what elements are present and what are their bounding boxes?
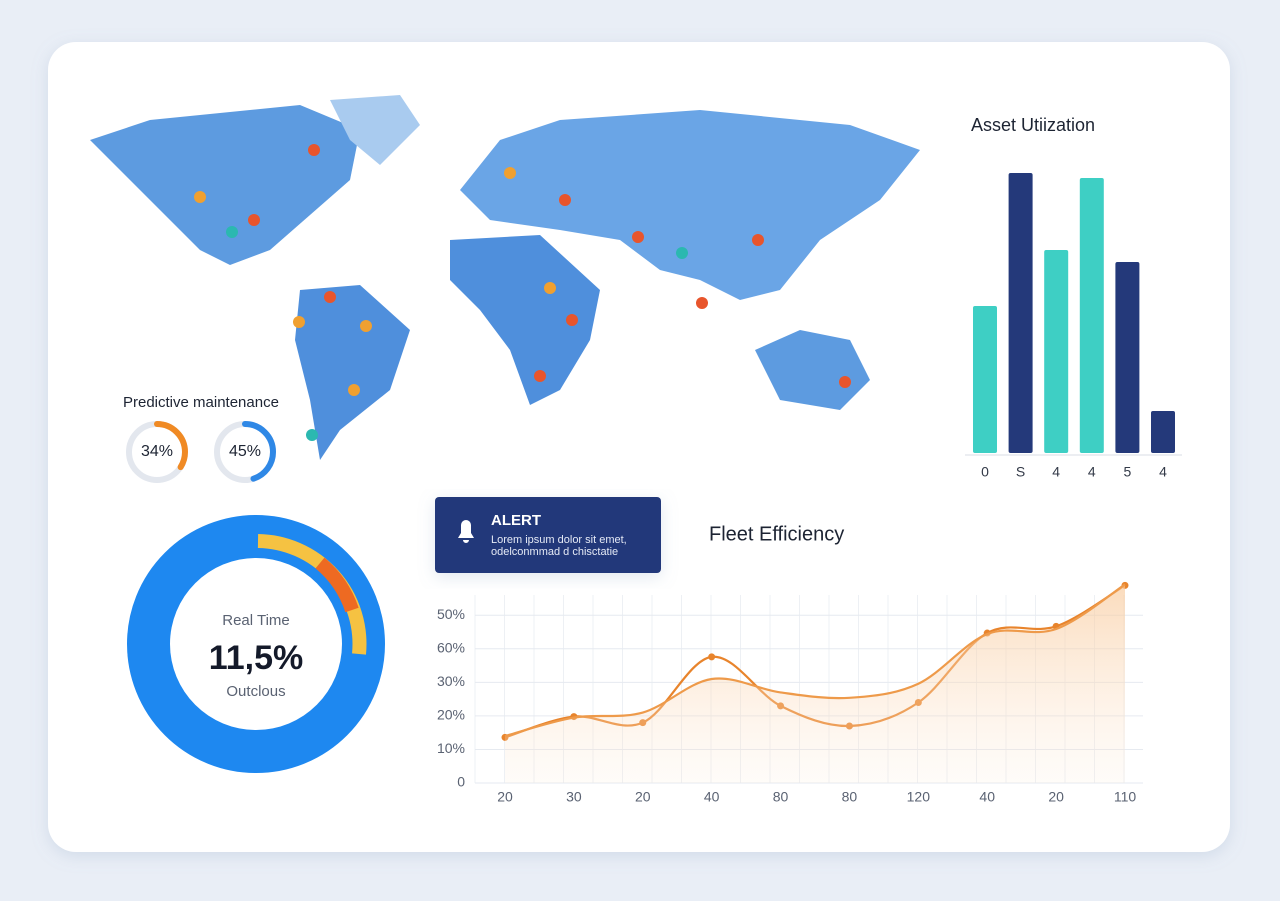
alert: ALERT Lorem ipsum dolor sit emet, odelco… bbox=[435, 497, 661, 573]
realtime-gauge: Real Time 11,5% Outclous bbox=[127, 515, 385, 773]
gauge-label: 45% bbox=[229, 443, 261, 460]
pin bbox=[324, 291, 336, 303]
y-tick-label: 30% bbox=[437, 673, 465, 689]
gauge-arc bbox=[126, 421, 188, 483]
bar bbox=[1079, 178, 1104, 453]
pin bbox=[839, 376, 851, 388]
ring-arc bbox=[315, 557, 359, 613]
bar bbox=[973, 306, 997, 453]
x-tick-label: 4 bbox=[1052, 464, 1060, 480]
x-tick-label: 30 bbox=[566, 789, 582, 805]
ring-center bbox=[170, 558, 342, 730]
pin bbox=[504, 167, 516, 179]
pin bbox=[293, 316, 305, 328]
continent bbox=[295, 285, 410, 460]
continent bbox=[450, 235, 600, 405]
continent bbox=[90, 105, 360, 265]
marker bbox=[708, 653, 716, 661]
bar bbox=[1044, 250, 1069, 453]
pin bbox=[559, 194, 571, 206]
pin bbox=[194, 191, 206, 203]
x-tick-label: 20 bbox=[1048, 789, 1064, 805]
continent bbox=[330, 95, 420, 165]
x-tick-label: 4 bbox=[1088, 464, 1096, 480]
gauge-arc bbox=[214, 421, 276, 483]
alert-box bbox=[435, 497, 661, 573]
x-tick-label: 40 bbox=[979, 789, 995, 805]
x-tick-label: 110 bbox=[1114, 789, 1137, 805]
realtime-caption: Outclous bbox=[226, 683, 285, 700]
pin bbox=[696, 297, 708, 309]
x-tick-label: S bbox=[1016, 464, 1025, 480]
continent bbox=[460, 110, 920, 300]
pin bbox=[360, 320, 372, 332]
section-title: Predictive maintenance bbox=[123, 394, 279, 411]
pin bbox=[308, 144, 320, 156]
pin bbox=[226, 226, 238, 238]
y-tick-label: 50% bbox=[437, 606, 465, 622]
pin bbox=[534, 370, 546, 382]
pin bbox=[632, 231, 644, 243]
x-tick-label: 20 bbox=[635, 789, 651, 805]
realtime-title: Real Time bbox=[222, 612, 290, 629]
pin bbox=[752, 234, 764, 246]
bar bbox=[1008, 173, 1033, 453]
y-tick-label: 20% bbox=[437, 707, 465, 723]
x-tick-label: 4 bbox=[1159, 464, 1167, 480]
pins bbox=[194, 144, 851, 441]
x-tick-label: 40 bbox=[704, 789, 720, 805]
bell-icon bbox=[458, 520, 474, 543]
alert-text: odelconmmad d chisctatie bbox=[491, 546, 618, 558]
continent bbox=[755, 330, 870, 410]
x-tick-label: 80 bbox=[842, 789, 858, 805]
y-tick-label: 60% bbox=[437, 640, 465, 656]
pin bbox=[348, 384, 360, 396]
alert-title: ALERT bbox=[491, 512, 541, 529]
pin bbox=[676, 247, 688, 259]
pin bbox=[306, 429, 318, 441]
bar bbox=[1115, 262, 1140, 453]
chart-title: Asset Utiization bbox=[971, 115, 1095, 135]
gauge-label: 34% bbox=[141, 443, 173, 460]
chart-title: Fleet Efficiency bbox=[709, 523, 844, 545]
area bbox=[505, 584, 1125, 783]
pin bbox=[566, 314, 578, 326]
x-tick-label: 120 bbox=[907, 789, 931, 805]
x-tick-label: 20 bbox=[497, 789, 513, 805]
alert-text: Lorem ipsum dolor sit emet, bbox=[491, 534, 627, 546]
bar bbox=[1151, 411, 1175, 453]
pin bbox=[248, 214, 260, 226]
pin bbox=[544, 282, 556, 294]
realtime-value: 11,5% bbox=[209, 639, 304, 677]
y-tick-label: 10% bbox=[437, 740, 465, 756]
world-map bbox=[90, 95, 920, 460]
x-tick-label: 5 bbox=[1124, 464, 1132, 480]
x-tick-label: 0 bbox=[981, 464, 989, 480]
x-tick-label: 80 bbox=[773, 789, 789, 805]
y-tick-label: 0 bbox=[457, 774, 465, 790]
line bbox=[504, 583, 1126, 738]
